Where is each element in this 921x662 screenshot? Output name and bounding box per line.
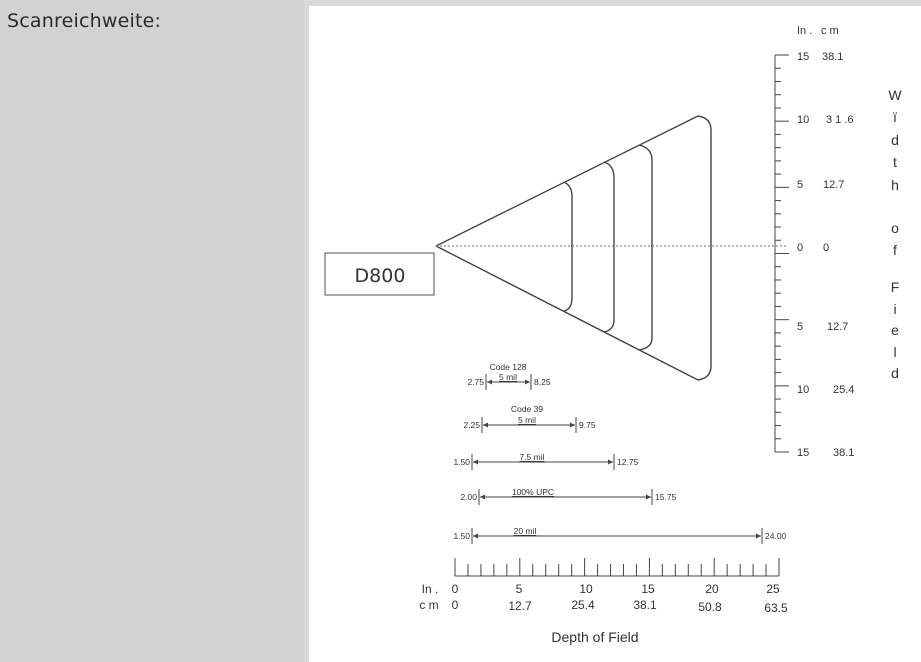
width-tick-in: 5 [797,321,803,333]
width-title-letter: d [891,365,899,381]
range-min: 2.75 [467,377,484,387]
width-tick-in: 15 [797,51,809,63]
width-title-letter: d [891,132,899,148]
width-tick-cm: 3 1 .6 [826,114,854,126]
width-of-field-title: W ï d t h o f F i e l d [888,87,902,381]
depth-tick-in: 20 [705,582,719,596]
depth-tick-in: 5 [516,582,523,596]
width-scale-labels: 15 38.1 10 3 1 .6 5 12.7 0 0 5 12.7 10 2… [797,51,854,459]
range-max: 24.00 [765,531,787,541]
range-name: Code 39 [511,404,543,414]
width-title-letter: ï [893,109,897,125]
depth-tick-cm: 50.8 [698,600,722,614]
width-tick-in: 10 [797,384,809,396]
spec-label: Scanreichweite: [7,10,162,32]
width-scale [774,54,789,453]
range-sub: 5 mil [499,372,517,382]
device-box [324,252,435,296]
width-tick-in: 5 [797,179,803,191]
width-tick-in: 15 [797,447,809,459]
depth-tick-cm: 0 [452,598,459,612]
range-bars [471,374,763,544]
width-tick-cm: 0 [823,242,829,254]
width-title-letter: h [891,177,899,193]
range-labels: Code 128 5 mil 2.75 8.25 Code 39 5 mil 2… [453,362,786,541]
range-sub: 20 mil [514,526,537,536]
scan-cone [435,115,712,381]
width-tick-cm: 25.4 [833,384,854,396]
device-label: D800 [355,265,406,287]
width-tick-cm: 38.1 [833,447,854,459]
range-sub: 100% UPC [512,487,554,497]
width-title-letter: o [891,220,899,236]
depth-tick-in: 15 [641,582,655,596]
width-tick-cm: 12.7 [823,179,844,191]
range-min: 1.50 [453,457,470,467]
range-code-128 [485,374,532,390]
range-name: Code 128 [490,362,527,372]
width-tick-cm: 38.1 [822,51,843,63]
width-tick-cm: 12.7 [827,321,848,333]
width-title-letter: F [891,279,900,295]
width-tick-in: 0 [797,242,803,254]
range-sub: 5 mil [518,415,536,425]
width-title-letter: f [893,242,897,258]
width-tick-in: 10 [797,114,809,126]
range-code-39 [481,417,577,433]
depth-unit-cm: c m [419,598,438,612]
range-20-mil [471,528,763,544]
range-min: 2.00 [460,492,477,502]
range-max: 12.75 [617,457,639,467]
range-7-5-mil [471,454,615,470]
depth-tick-cm: 25.4 [571,598,595,612]
depth-tick-cm: 12.7 [508,599,532,613]
label-cell: Scanreichweite: [0,0,304,662]
depth-tick-in: 10 [579,582,593,596]
depth-unit-in: In . [422,582,439,596]
range-100-upc [478,489,653,505]
depth-tick-in: 25 [766,582,780,596]
range-min: 2.25 [463,420,480,430]
depth-tick-cm: 63.5 [764,601,788,615]
range-min: 1.50 [453,531,470,541]
range-sub: 7.5 mil [519,452,544,462]
width-scale-header-in: In . [797,25,812,37]
figure-cell [309,6,921,662]
width-title-letter: l [893,344,896,360]
width-title-letter: e [891,322,899,338]
range-max: 15.75 [655,492,677,502]
depth-tick-in: 0 [452,582,459,596]
width-scale-header-cm: c m [821,25,839,37]
depth-axis [454,558,780,577]
depth-tick-cm: 38.1 [633,598,657,612]
range-max: 9.75 [579,420,596,430]
width-title-letter: t [893,154,897,170]
depth-axis-title: Depth of Field [551,629,638,645]
width-title-letter: i [893,301,896,317]
width-title-letter: W [888,87,902,103]
depth-axis-labels: In . c m 0 5 10 15 20 25 0 12.7 25.4 38.… [419,582,788,645]
range-max: 8.25 [534,377,551,387]
